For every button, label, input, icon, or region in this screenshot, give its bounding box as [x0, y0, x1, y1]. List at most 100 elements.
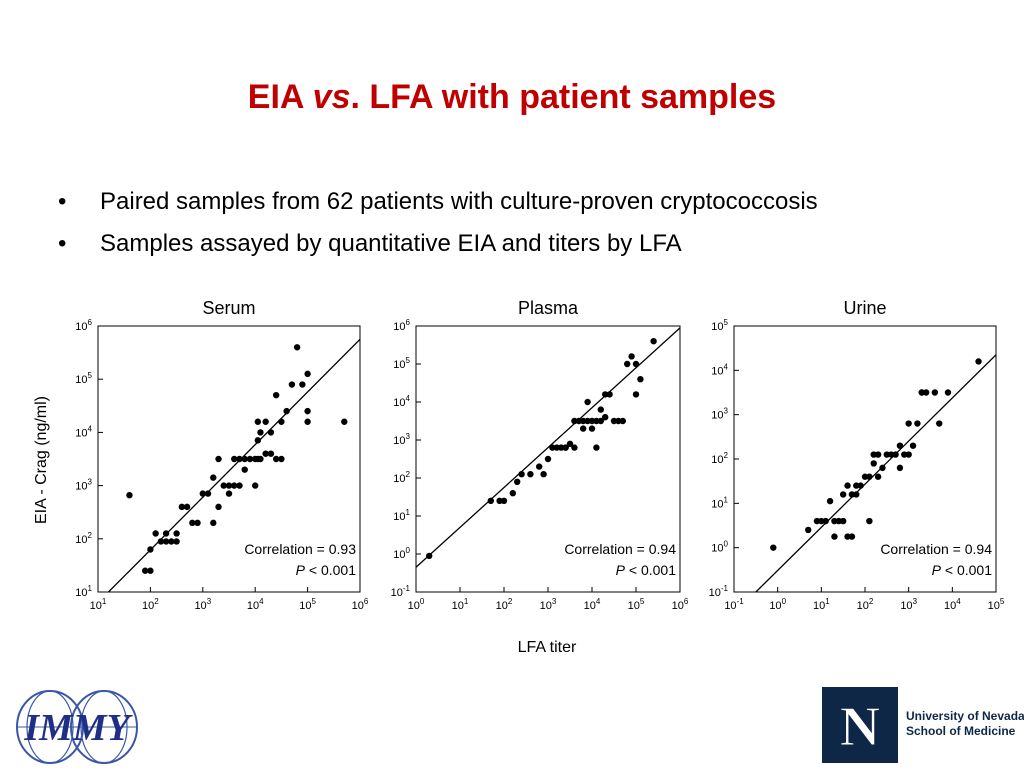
data-point: [252, 482, 259, 489]
fit-line: [755, 354, 996, 592]
unr-mark-text: N: [840, 696, 880, 758]
plot-frame: [97, 325, 361, 593]
data-point: [944, 389, 952, 396]
immy-logo-text: IMMY: [23, 707, 133, 749]
data-point: [231, 455, 238, 463]
data-point: [304, 418, 311, 425]
y-tick-label: 101: [711, 495, 728, 510]
data-point: [178, 503, 186, 511]
x-tick-label: 101: [90, 597, 107, 612]
data-point: [496, 497, 503, 504]
data-point: [610, 417, 618, 425]
data-point: [588, 417, 596, 425]
data-point: [888, 451, 895, 458]
data-point: [278, 455, 285, 463]
plot-frame: [415, 325, 681, 593]
y-tick-label: 100: [393, 546, 410, 561]
slide-title: EIA vs. LFA with patient samples: [0, 78, 1024, 117]
data-point: [593, 444, 600, 451]
data-point: [632, 360, 640, 368]
data-point: [870, 460, 877, 467]
p-value-label: P < 0.001: [932, 562, 993, 578]
data-point: [262, 450, 269, 457]
data-point: [853, 491, 860, 498]
data-point: [267, 450, 275, 457]
data-point: [826, 497, 834, 505]
data-point: [914, 420, 921, 427]
data-point: [254, 437, 262, 444]
unr-logo: N University of Nevada School of Medicin…: [822, 687, 1024, 763]
data-point: [597, 406, 604, 413]
data-point: [839, 491, 847, 498]
data-point: [426, 552, 433, 560]
data-point: [839, 517, 847, 525]
data-point: [215, 503, 222, 511]
bullet-text: Samples assayed by quantitative EIA and …: [100, 230, 682, 257]
unr-logo-mark: N: [822, 687, 898, 763]
x-tick-label: 105: [299, 597, 316, 612]
immy-logo: IMMY: [8, 687, 150, 767]
y-tick-label: 102: [711, 451, 728, 466]
data-point: [173, 538, 180, 545]
y-tick-label: 105: [711, 318, 728, 333]
data-point: [615, 417, 622, 425]
data-point: [225, 482, 233, 489]
data-point: [835, 517, 842, 525]
unr-n-icon: N: [839, 696, 880, 759]
data-point: [293, 344, 301, 351]
x-tick-label: 100: [408, 597, 425, 612]
data-point: [650, 338, 657, 345]
data-point: [126, 491, 133, 499]
data-point: [549, 444, 556, 451]
x-tick-label: 101: [452, 597, 469, 612]
data-point: [866, 517, 873, 525]
data-point: [199, 490, 206, 497]
data-point: [558, 444, 565, 451]
x-tick-label: 103: [194, 597, 211, 612]
x-tick-label: 103: [900, 597, 917, 612]
data-point: [822, 517, 829, 525]
x-tick-label: 102: [496, 597, 513, 612]
x-tick-label: 105: [988, 597, 1005, 612]
data-point: [866, 473, 873, 480]
data-point: [254, 455, 262, 463]
x-tick-label: 106: [352, 597, 369, 612]
data-point: [514, 478, 521, 485]
data-point: [262, 418, 269, 425]
y-tick-label: 101: [75, 584, 92, 599]
x-tick-label: 102: [142, 597, 159, 612]
data-point: [553, 444, 560, 451]
data-point: [818, 517, 825, 525]
data-point: [204, 490, 212, 497]
y-tick-label: 10-1: [391, 584, 411, 599]
plot-frame: [733, 325, 997, 593]
data-point: [632, 391, 640, 398]
p-value-label: P < 0.001: [616, 562, 677, 578]
data-point: [183, 503, 191, 511]
data-point: [162, 538, 170, 545]
data-point: [606, 391, 613, 398]
x-tick-label: 104: [944, 597, 961, 612]
data-point: [602, 391, 609, 398]
title-suffix: . LFA with patient samples: [350, 78, 777, 116]
data-point: [879, 464, 886, 472]
data-point: [918, 389, 925, 396]
panel-title: Serum: [202, 298, 255, 318]
data-point: [246, 455, 254, 463]
data-point: [215, 455, 222, 463]
data-point: [236, 455, 243, 463]
y-tick-label: 103: [711, 407, 728, 422]
data-point: [210, 519, 217, 527]
data-point: [853, 482, 860, 489]
data-point: [857, 482, 864, 489]
y-tick-label: 10-1: [709, 584, 729, 599]
data-point: [874, 451, 882, 458]
data-point: [905, 451, 912, 458]
data-point: [257, 455, 264, 463]
data-point: [540, 471, 547, 478]
data-point: [272, 391, 280, 399]
data-point: [225, 490, 233, 497]
y-tick-label: 105: [75, 371, 92, 386]
data-point: [518, 471, 525, 478]
y-tick-label: 101: [393, 508, 410, 523]
